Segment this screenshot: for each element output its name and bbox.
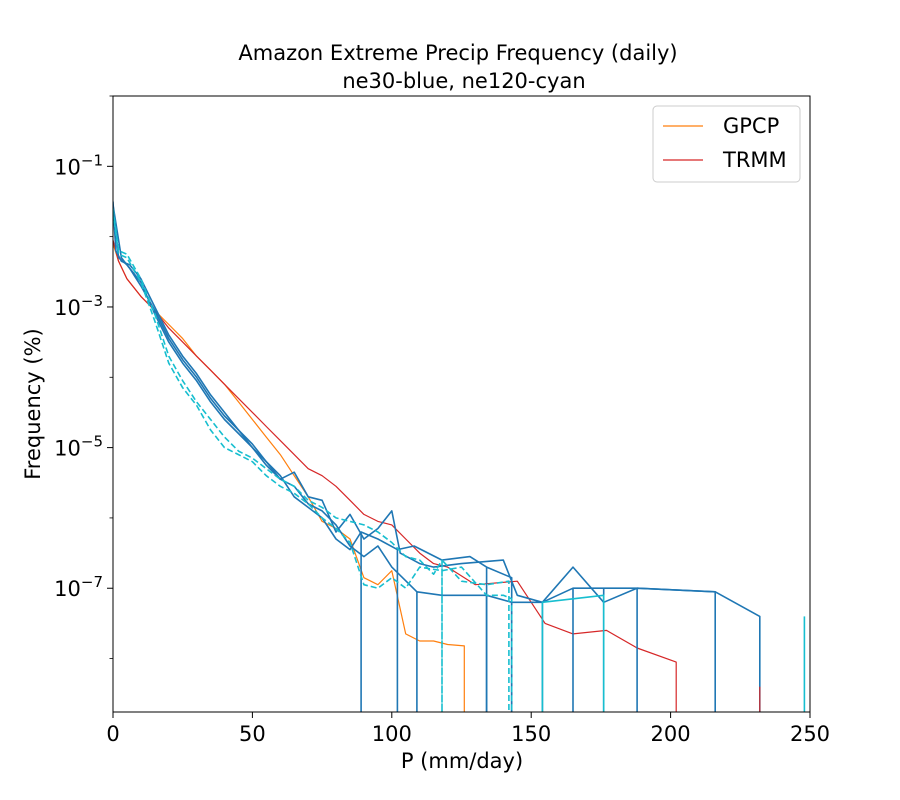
y-axis: 10−1 10−3 10−5 10−7 (54, 95, 113, 659)
x-tick-label: 200 (651, 722, 691, 746)
legend-label-gpcp: GPCP (723, 114, 779, 138)
x-tick-label: 100 (372, 722, 412, 746)
y-tick-label: 10−1 (54, 151, 103, 179)
legend-box (652, 105, 801, 183)
series-line-ne120-run-b (113, 211, 513, 712)
series-line-ne120-run-a (113, 208, 510, 712)
series-line-ne30-run-c (113, 204, 716, 712)
chart-subtitle: ne30-blue, ne120-cyan (342, 69, 585, 93)
chart-title: Amazon Extreme Precip Frequency (daily) (238, 41, 677, 65)
x-axis-label: P (mm/day) (401, 749, 523, 773)
y-axis-label: Frequency (%) (21, 328, 45, 480)
x-tick-label: 150 (511, 722, 551, 746)
x-tick-label: 0 (106, 722, 119, 746)
y-tick-label: 10−5 (54, 433, 103, 461)
x-tick-label: 250 (790, 722, 830, 746)
y-tick-label: 10−7 (54, 573, 103, 601)
series-layer (113, 201, 806, 712)
x-axis: 0 50 100 150 200 250 (106, 712, 830, 746)
series-line-gpcp (113, 243, 465, 712)
y-tick-label: 10−3 (54, 292, 103, 320)
legend-label-trmm: TRMM (722, 148, 787, 172)
series-line-ne30-run-a (113, 201, 761, 712)
series-line-ne30-run-b (113, 208, 513, 712)
plot-area-frame (112, 95, 811, 713)
x-tick-label: 50 (239, 722, 266, 746)
series-line-ne120-run-c (541, 594, 605, 712)
legend: GPCP TRMM (652, 105, 801, 183)
